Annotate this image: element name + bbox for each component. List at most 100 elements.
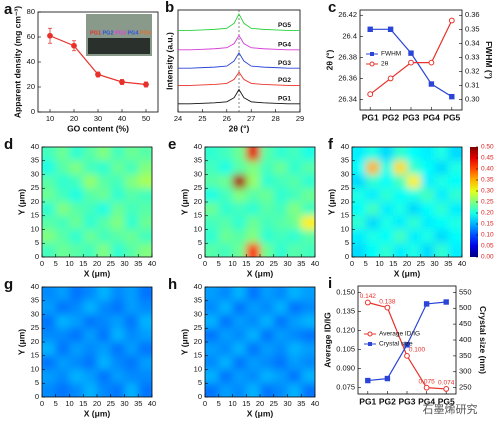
heatmap-cell — [301, 147, 315, 162]
marker — [449, 93, 455, 100]
heatmap-cell — [55, 188, 70, 203]
heatmap-cell — [365, 243, 380, 257]
data-label: 0.142 — [360, 293, 377, 300]
marker — [404, 342, 410, 348]
heatmap-cell — [273, 174, 288, 189]
heatmap-cell — [407, 215, 422, 230]
y-tick-label: 20 — [194, 197, 202, 206]
x-tick-label: 35 — [134, 399, 142, 408]
heatmap-cell — [124, 383, 139, 397]
heatmap-cell — [260, 300, 275, 315]
heatmap-cell — [205, 314, 220, 329]
heatmap-cell — [69, 342, 84, 357]
heatmap-cell — [138, 369, 152, 384]
heatmap-cell — [110, 202, 125, 217]
heatmap-cell — [448, 243, 462, 257]
heatmap-cell — [273, 160, 288, 175]
heatmap-cell — [448, 229, 462, 244]
heatmap-cell — [205, 287, 220, 302]
heatmap-cell — [448, 147, 462, 162]
heatmap-cell — [138, 355, 152, 370]
heatmap-cell — [301, 314, 315, 329]
heatmap-cell — [55, 229, 70, 244]
heatmap-cell — [273, 369, 288, 384]
y-tick-label: 15 — [194, 211, 202, 220]
heatmap-cell — [138, 188, 152, 203]
heatmap-cell — [218, 383, 233, 397]
heatmap-cell — [205, 174, 220, 189]
heatmap-cell — [246, 188, 261, 203]
heatmap-cell — [393, 229, 408, 244]
heatmap-cell — [124, 202, 139, 217]
heatmap-cell — [232, 202, 247, 217]
y-tick-label: 0.135 — [336, 306, 355, 315]
y-tick-label: 0.150 — [336, 287, 355, 296]
heatmap-cell — [124, 160, 139, 175]
heatmap-cell — [55, 314, 70, 329]
x-tick-label: 30 — [120, 399, 128, 408]
x-tick-label: 20 — [403, 259, 411, 268]
heatmap-cell — [69, 160, 84, 175]
heatmap-cell — [246, 243, 261, 257]
legend-label: Crystal size — [379, 341, 413, 348]
heatmap-cell — [97, 229, 112, 244]
y2-tick-label: 350 — [459, 351, 472, 360]
heatmap-cell — [42, 188, 57, 203]
heatmap-cell — [110, 314, 125, 329]
y2-tick-label: 250 — [459, 383, 472, 392]
heatmap-cell — [69, 188, 84, 203]
x-tick-label: 25 — [270, 259, 278, 268]
y-tick-label: 25 — [341, 183, 349, 192]
x-tick-label: 28 — [271, 114, 279, 123]
marker — [367, 91, 374, 98]
y-axis-label: Y (μm) — [16, 329, 26, 355]
heatmap-cell — [83, 314, 98, 329]
heatmap-cell — [205, 243, 220, 257]
heatmap-cell — [365, 147, 380, 162]
heatmap-cell — [232, 188, 247, 203]
heatmap-cell — [205, 300, 220, 315]
data-label: 0.138 — [379, 298, 396, 305]
heatmap-cell — [365, 229, 380, 244]
x-tick-label: 35 — [134, 259, 142, 268]
heatmap-cell — [42, 314, 57, 329]
x-tick-label: 15 — [79, 399, 87, 408]
x-tick-label: 5 — [364, 259, 368, 268]
heatmap-cell — [352, 202, 367, 217]
colorbar-tick-label: 0.35 — [481, 177, 494, 184]
y-tick-label: 10 — [31, 364, 39, 373]
colorbar-tick-label: 0.25 — [481, 199, 494, 206]
heatmap-cell — [301, 188, 315, 203]
y-tick-label: 25 — [194, 323, 202, 332]
x-tick-label: PG5 — [443, 112, 460, 122]
colorbar — [470, 147, 478, 257]
heatmap-cell — [273, 188, 288, 203]
heatmap-cell — [42, 300, 57, 315]
y-tick-label: 15 — [31, 211, 39, 220]
heatmap-cell — [55, 147, 70, 162]
heatmap-cell — [55, 174, 70, 189]
x-tick-label: 40 — [118, 114, 126, 123]
heatmap-cell — [97, 215, 112, 230]
heatmap-cell — [124, 215, 139, 230]
y-tick-label: 40 — [341, 142, 349, 151]
inset-label: PG1 — [90, 30, 101, 36]
heatmap-cell — [260, 383, 275, 397]
heatmap-cell — [246, 355, 261, 370]
series-label: PG5 — [278, 22, 291, 29]
series-label: PG1 — [278, 96, 291, 103]
heatmap-cell — [205, 160, 220, 175]
heatmap-cell — [232, 243, 247, 257]
heatmap-cell — [205, 202, 220, 217]
heatmap-cell — [301, 287, 315, 302]
heatmap-cell — [232, 174, 247, 189]
heatmap-cell — [218, 243, 233, 257]
series-label: PG2 — [278, 77, 291, 84]
heatmap-cell — [365, 174, 380, 189]
heatmap-cell — [379, 174, 394, 189]
heatmap-cell — [110, 243, 125, 257]
heatmap-cell — [138, 383, 152, 397]
y-tick-label: 0 — [345, 252, 349, 261]
y-tick-label: 20 — [27, 82, 35, 91]
heatmap-cell — [69, 369, 84, 384]
